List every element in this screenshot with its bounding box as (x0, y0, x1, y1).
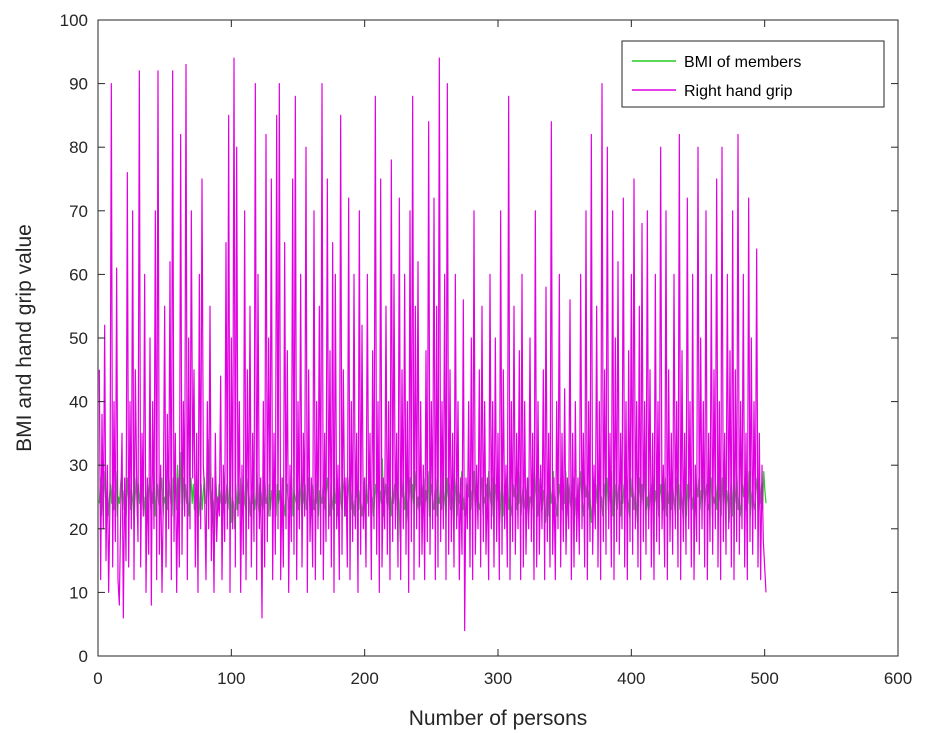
legend-label-bmi: BMI of members (684, 54, 801, 71)
x-tick-label-500: 500 (750, 669, 778, 688)
x-tick-label-600: 600 (884, 669, 912, 688)
y-tick-label-30: 30 (69, 456, 88, 475)
y-tick-label-90: 90 (69, 75, 88, 94)
y-tick-label-80: 80 (69, 138, 88, 157)
x-tick-label-300: 300 (484, 669, 512, 688)
y-tick-label-100: 100 (60, 11, 88, 30)
y-tick-label-50: 50 (69, 329, 88, 348)
legend-label-grip: Right hand grip (684, 83, 793, 100)
axis-tick-labels: 0 100 200 300 400 500 600 0 10 20 30 40 50 60 70 80 90 10… (60, 11, 913, 688)
x-tick-label-200: 200 (350, 669, 378, 688)
x-axis-label: Number of persons (409, 707, 588, 730)
x-tick-label-0: 0 (93, 669, 102, 688)
legend-box (621, 40, 885, 108)
series-line-right-hand-grip (98, 57, 767, 632)
y-tick-label-20: 20 (69, 520, 88, 539)
legend: BMI of members Right hand grip (621, 40, 885, 108)
y-tick-label-70: 70 (69, 202, 88, 221)
axis-ticks (97, 19, 899, 657)
y-tick-label-60: 60 (69, 265, 88, 284)
x-tick-label-400: 400 (617, 669, 645, 688)
y-tick-label-10: 10 (69, 583, 88, 602)
plot-lines (98, 57, 767, 632)
y-axis-label: BMI and hand grip value (13, 224, 36, 452)
y-tick-label-0: 0 (79, 647, 88, 666)
x-tick-label-100: 100 (217, 669, 245, 688)
y-tick-label-40: 40 (69, 393, 88, 412)
